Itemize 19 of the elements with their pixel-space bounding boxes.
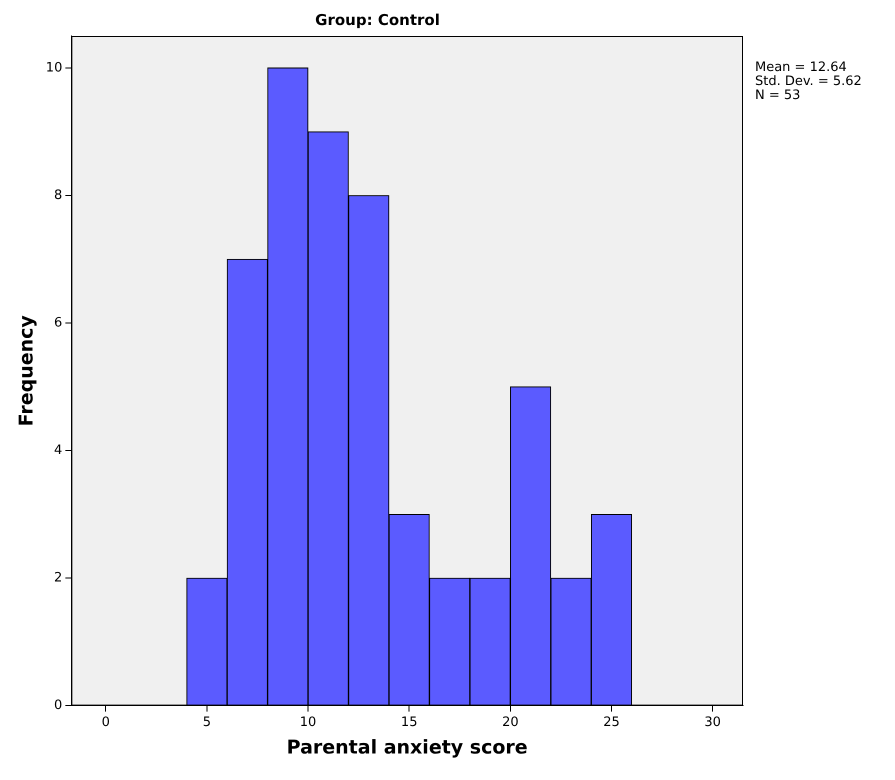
chart-title: Group: Control bbox=[315, 10, 440, 29]
text: Mean = 12.64 bbox=[755, 60, 847, 75]
x-tick-label: 25 bbox=[603, 714, 620, 730]
text: Std. Dev. = 5.62 bbox=[755, 74, 862, 89]
text: N = 53 bbox=[755, 88, 800, 103]
x-tick-label: 30 bbox=[704, 714, 721, 730]
x-tick-label: 15 bbox=[400, 714, 418, 730]
y-tick-label: 0 bbox=[54, 698, 62, 713]
y-axis-title: Frequency bbox=[15, 314, 38, 426]
x-tick-label: 5 bbox=[202, 714, 212, 730]
y-tick-label: 8 bbox=[54, 188, 62, 203]
y-tick-label: 2 bbox=[54, 570, 62, 586]
x-axis-title: Parental anxiety score bbox=[286, 736, 528, 759]
x-tick-label: 10 bbox=[300, 714, 316, 730]
y-tick-label: 10 bbox=[46, 60, 62, 76]
y-tick-label: 4 bbox=[54, 442, 62, 458]
y-tick-label: 6 bbox=[54, 315, 62, 330]
x-tick-label: 20 bbox=[502, 714, 519, 730]
x-tick-label: 0 bbox=[102, 714, 110, 730]
